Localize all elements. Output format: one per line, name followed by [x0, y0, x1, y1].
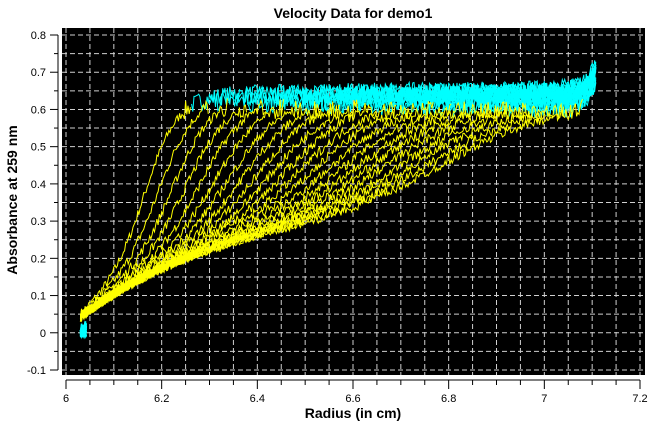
- meniscus-line: [79, 334, 87, 338]
- axes: -0.1 0 0.1 0.2 0.3 0.4 0.5 0.6 0.7 0.8 6 6.2 6.4 6.6 6…: [27, 30, 648, 405]
- x-tick-label: 6.2: [154, 393, 169, 405]
- y-tick-label: 0.3: [31, 216, 46, 228]
- x-tick-label: 6.6: [345, 393, 360, 405]
- x-tick-label: 7.2: [632, 393, 647, 405]
- scan-series: [79, 60, 597, 340]
- scan-line: [79, 98, 584, 322]
- y-axis-label: Absorbance at 259 nm: [4, 125, 20, 274]
- x-tick-label: 6.8: [441, 393, 456, 405]
- x-tick-label: 6: [63, 393, 69, 405]
- y-tick-label: 0.8: [31, 30, 46, 42]
- chart-title: Velocity Data for demo1: [274, 5, 433, 21]
- scan-line: [79, 100, 191, 319]
- y-tick-label: 0.1: [31, 291, 46, 303]
- scan-line: [79, 102, 564, 318]
- y-tick-label: 0.4: [31, 179, 46, 191]
- x-tick-label: 7: [541, 393, 547, 405]
- plateau-line: [583, 81, 597, 107]
- y-tick-label: -0.1: [27, 365, 46, 377]
- plateau-line: [490, 73, 597, 115]
- x-tick-label: 6.4: [250, 393, 265, 405]
- y-tick-label: 0: [40, 328, 46, 340]
- x-axis-label: Radius (in cm): [305, 405, 401, 421]
- y-tick-label: 0.6: [31, 104, 46, 116]
- scan-line: [80, 98, 228, 316]
- y-tick-label: 0.2: [31, 253, 46, 265]
- y-tick-label: 0.5: [31, 142, 46, 154]
- y-tick-label: 0.7: [31, 67, 46, 79]
